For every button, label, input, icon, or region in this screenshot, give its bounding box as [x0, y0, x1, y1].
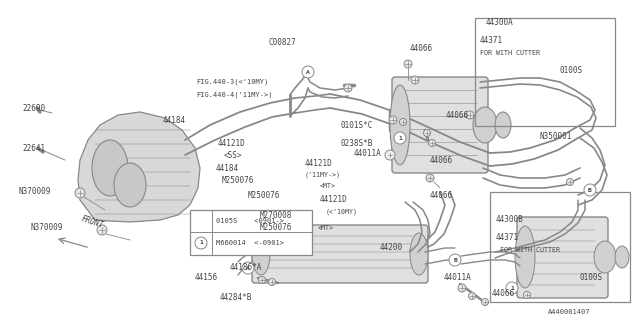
Text: 22641: 22641	[22, 143, 45, 153]
Text: A: A	[306, 69, 310, 75]
Circle shape	[394, 132, 406, 144]
Text: FOR WITH CUTTER: FOR WITH CUTTER	[480, 50, 540, 56]
Ellipse shape	[114, 163, 146, 207]
Circle shape	[259, 276, 266, 284]
Circle shape	[404, 60, 412, 68]
Text: M660014  <-0901>: M660014 <-0901>	[216, 240, 284, 246]
Text: 44156: 44156	[195, 274, 218, 283]
Circle shape	[566, 179, 573, 186]
FancyBboxPatch shape	[517, 217, 608, 298]
Circle shape	[481, 299, 488, 306]
Text: M250076: M250076	[222, 175, 254, 185]
Text: 44121D: 44121D	[218, 139, 246, 148]
Circle shape	[424, 130, 431, 137]
Text: 44284*B: 44284*B	[220, 293, 252, 302]
Circle shape	[506, 282, 518, 294]
Text: 0101S*C: 0101S*C	[340, 121, 372, 130]
Text: 0105S    <0901->: 0105S <0901->	[216, 218, 284, 224]
Circle shape	[195, 237, 207, 249]
Text: 44121D: 44121D	[320, 196, 348, 204]
Text: 44300B: 44300B	[496, 215, 524, 225]
Text: 22690: 22690	[22, 103, 45, 113]
Polygon shape	[78, 112, 200, 222]
Text: M270008: M270008	[260, 212, 292, 220]
Circle shape	[466, 111, 474, 119]
Circle shape	[426, 174, 434, 182]
Text: 0100S: 0100S	[580, 274, 603, 283]
Text: 1: 1	[199, 241, 203, 245]
Circle shape	[524, 292, 531, 299]
Text: FIG.440-4('11MY->): FIG.440-4('11MY->)	[196, 92, 273, 98]
Text: 44186*A: 44186*A	[230, 263, 262, 273]
Text: FOR WITH CUTTER: FOR WITH CUTTER	[500, 247, 560, 253]
Text: FRONT: FRONT	[80, 214, 105, 230]
Circle shape	[399, 118, 406, 125]
Circle shape	[269, 278, 275, 285]
Circle shape	[385, 150, 395, 160]
Text: B: B	[453, 258, 457, 262]
Ellipse shape	[410, 233, 428, 275]
Text: M250076: M250076	[248, 191, 280, 201]
Circle shape	[411, 76, 419, 84]
Bar	[190, 210, 312, 255]
FancyBboxPatch shape	[392, 77, 488, 173]
FancyBboxPatch shape	[252, 225, 428, 283]
Ellipse shape	[515, 226, 535, 288]
Ellipse shape	[473, 107, 497, 143]
Text: B: B	[588, 188, 592, 193]
Circle shape	[97, 225, 107, 235]
Text: N350001: N350001	[540, 132, 572, 140]
Text: <MT>: <MT>	[320, 183, 336, 189]
Text: 44066: 44066	[446, 110, 469, 119]
Text: 44066: 44066	[492, 290, 515, 299]
Text: N370009: N370009	[18, 188, 51, 196]
Ellipse shape	[594, 241, 616, 273]
Circle shape	[389, 116, 397, 124]
Text: 44066: 44066	[410, 44, 433, 52]
Text: 44184: 44184	[163, 116, 186, 124]
Ellipse shape	[252, 233, 270, 275]
Text: 44200: 44200	[380, 243, 403, 252]
Text: M250076: M250076	[260, 223, 292, 233]
Ellipse shape	[390, 85, 410, 165]
Text: <MT>: <MT>	[318, 225, 334, 231]
Circle shape	[302, 66, 314, 78]
Circle shape	[75, 188, 85, 198]
Bar	[490, 192, 630, 302]
Text: C00827: C00827	[268, 37, 296, 46]
Text: ('11MY->): ('11MY->)	[305, 172, 341, 178]
Text: 44011A: 44011A	[354, 148, 381, 157]
Text: 44371: 44371	[480, 36, 503, 44]
Text: A: A	[246, 266, 250, 270]
Text: 44184: 44184	[216, 164, 239, 172]
Ellipse shape	[92, 140, 128, 196]
Circle shape	[449, 254, 461, 266]
Text: 44371: 44371	[496, 234, 519, 243]
Text: <SS>: <SS>	[224, 150, 243, 159]
Text: 0100S: 0100S	[560, 66, 583, 75]
Circle shape	[344, 84, 352, 92]
Text: A440001407: A440001407	[548, 309, 591, 315]
Circle shape	[458, 284, 466, 292]
Text: 44066: 44066	[430, 190, 453, 199]
Ellipse shape	[615, 246, 629, 268]
Circle shape	[584, 184, 596, 196]
Text: 0238S*B: 0238S*B	[340, 139, 372, 148]
Bar	[475, 18, 615, 126]
Text: 1: 1	[398, 135, 402, 140]
Text: 1: 1	[510, 285, 514, 291]
Text: 44121D: 44121D	[305, 158, 333, 167]
Circle shape	[242, 262, 254, 274]
Circle shape	[468, 292, 476, 300]
Circle shape	[387, 151, 394, 158]
Text: 44011A: 44011A	[444, 274, 472, 283]
Circle shape	[429, 140, 435, 147]
Text: 44066: 44066	[430, 156, 453, 164]
Text: FIG.440-3(<'10MY): FIG.440-3(<'10MY)	[196, 79, 268, 85]
Ellipse shape	[495, 112, 511, 138]
Text: (<'10MY): (<'10MY)	[326, 209, 358, 215]
Text: N370009: N370009	[30, 223, 62, 233]
Text: 44300A: 44300A	[486, 18, 514, 27]
